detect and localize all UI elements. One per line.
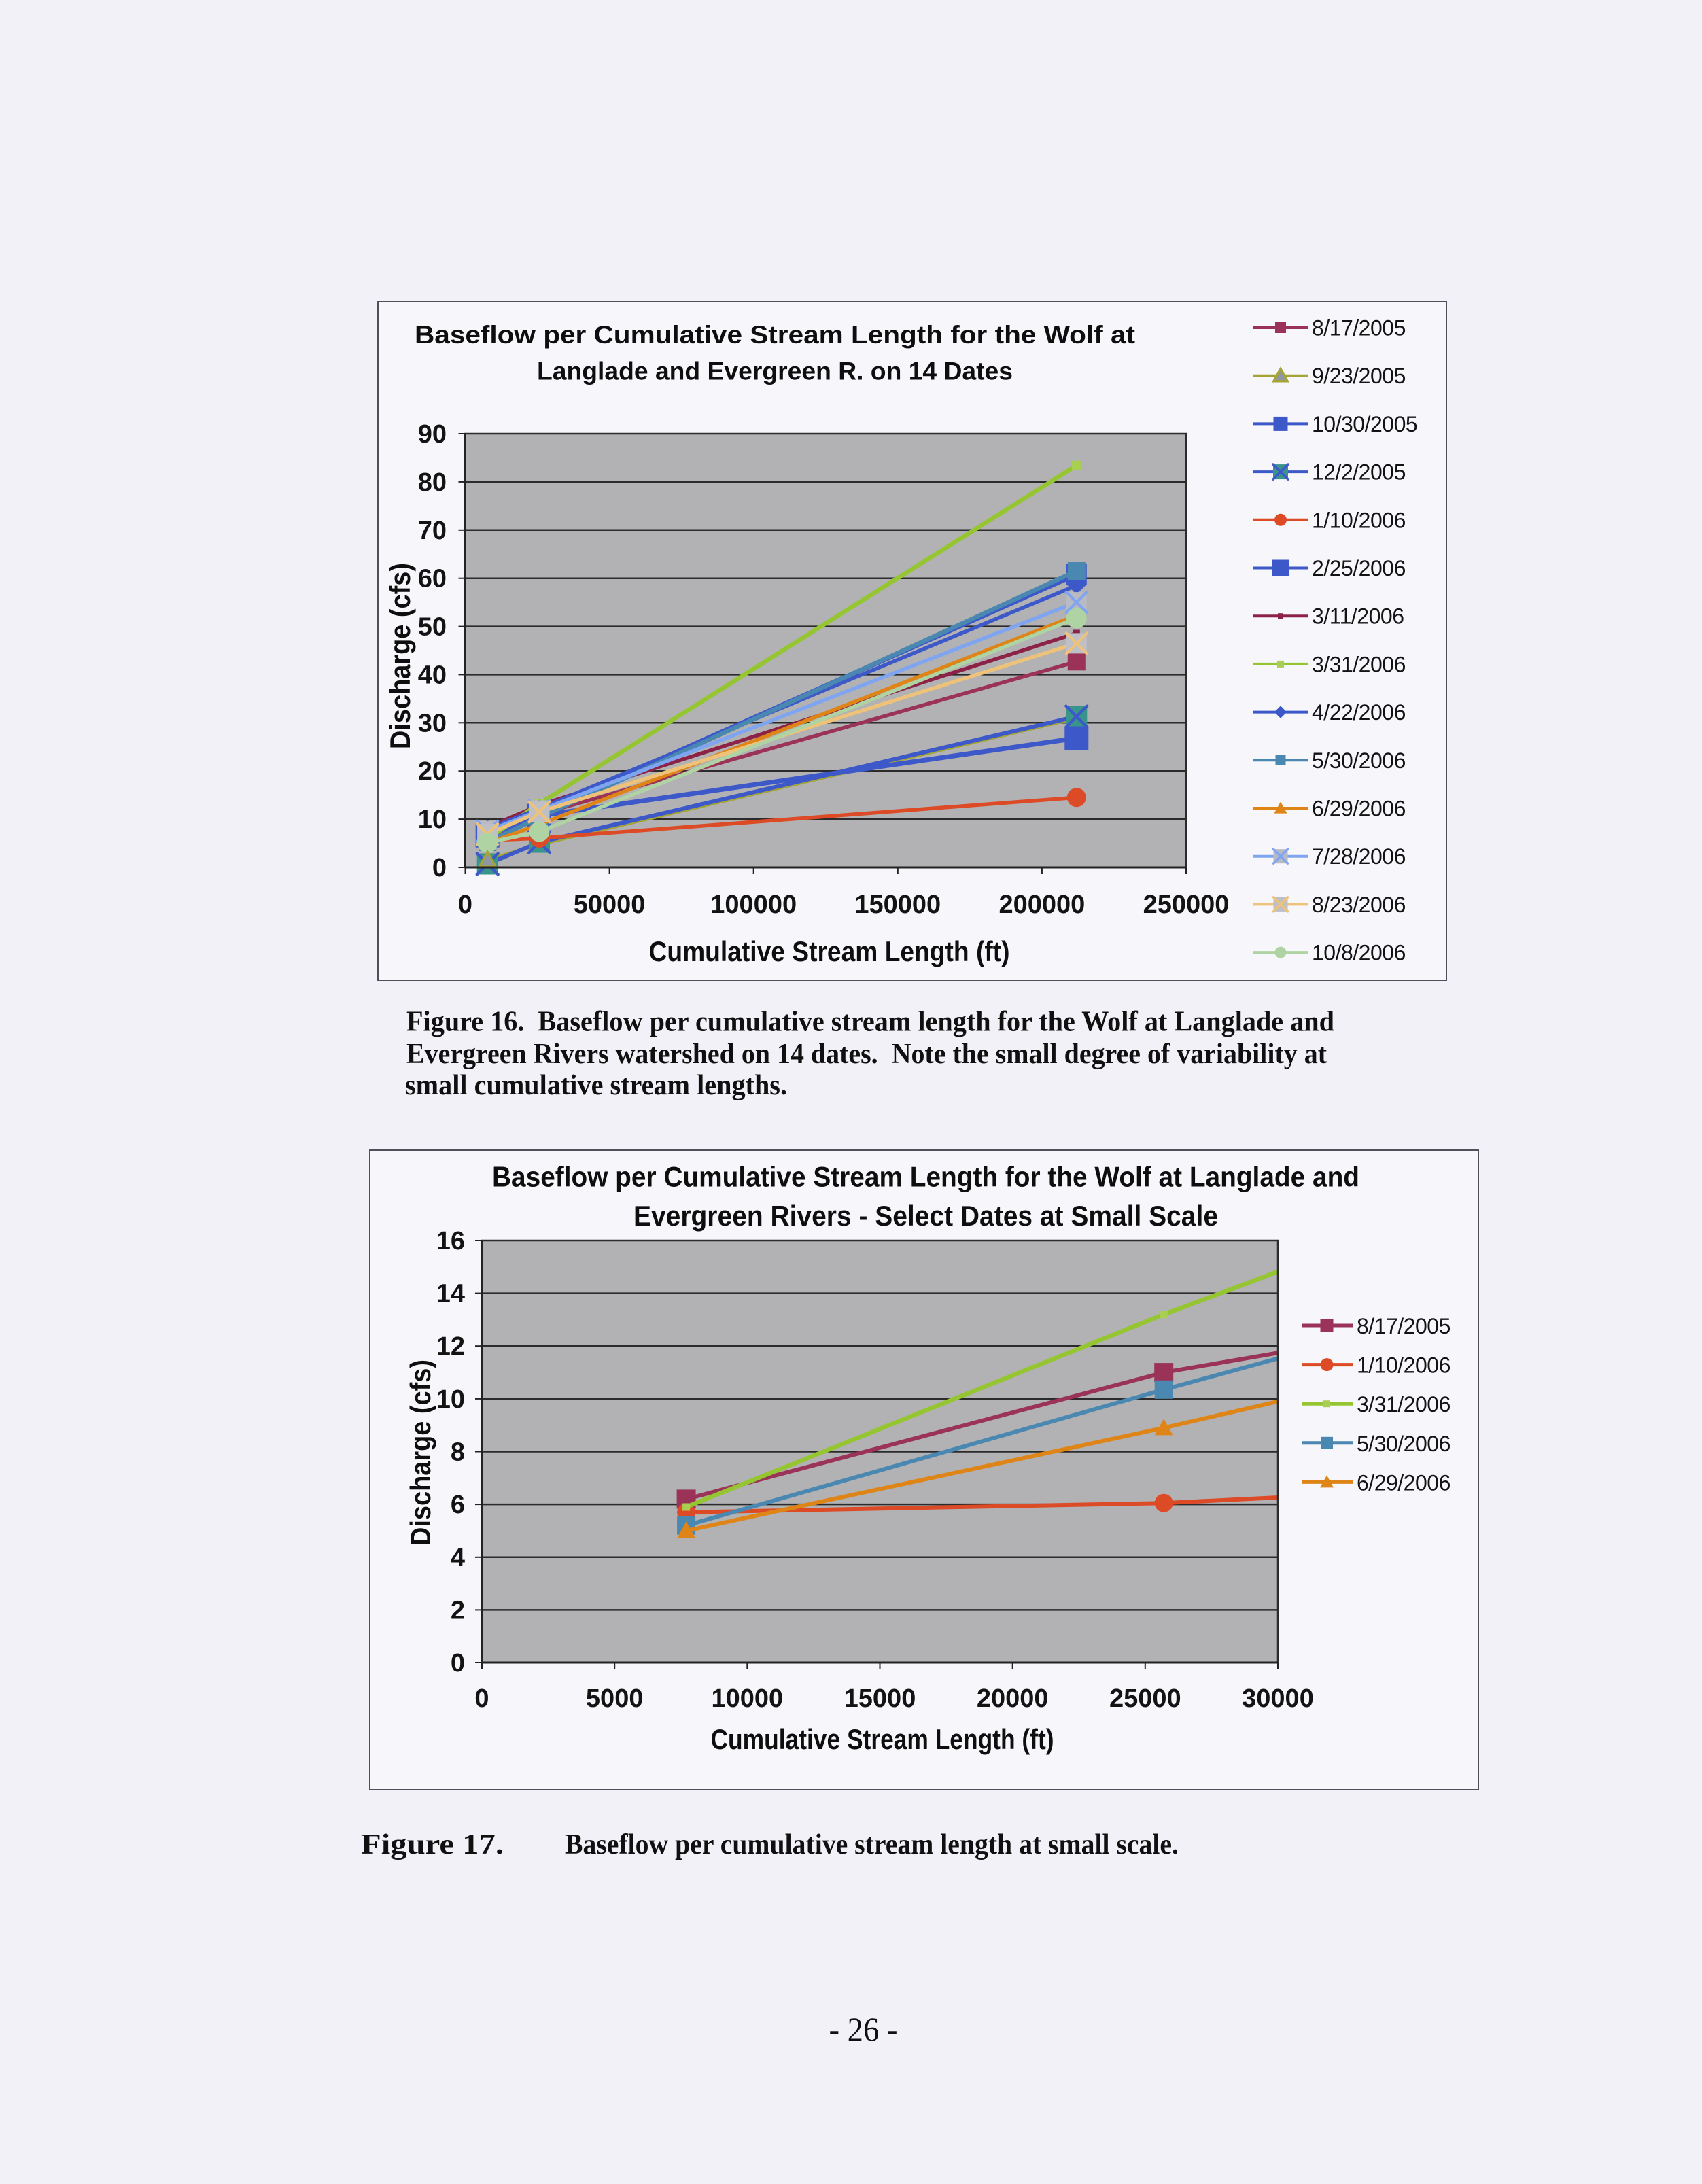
svg-text:4/22/2006: 4/22/2006 bbox=[1312, 700, 1406, 725]
svg-text:40: 40 bbox=[418, 661, 447, 689]
svg-text:14: 14 bbox=[436, 1280, 465, 1308]
svg-text:Discharge (cfs): Discharge (cfs) bbox=[384, 563, 416, 749]
svg-text:1/10/2006: 1/10/2006 bbox=[1357, 1353, 1451, 1378]
svg-text:100000: 100000 bbox=[710, 890, 797, 919]
svg-text:60: 60 bbox=[418, 565, 447, 593]
svg-text:5/30/2006: 5/30/2006 bbox=[1312, 748, 1406, 773]
svg-text:25000: 25000 bbox=[1109, 1684, 1181, 1713]
svg-text:10: 10 bbox=[418, 805, 447, 834]
svg-text:8/17/2005: 8/17/2005 bbox=[1312, 316, 1406, 341]
svg-text:30: 30 bbox=[418, 709, 447, 738]
svg-text:8: 8 bbox=[451, 1438, 465, 1467]
svg-text:20: 20 bbox=[418, 757, 447, 786]
svg-text:8/17/2005: 8/17/2005 bbox=[1357, 1314, 1451, 1338]
svg-text:90: 90 bbox=[418, 420, 447, 449]
svg-text:12/2/2005: 12/2/2005 bbox=[1312, 460, 1406, 485]
svg-text:0: 0 bbox=[458, 890, 472, 919]
svg-text:3/11/2006: 3/11/2006 bbox=[1312, 604, 1404, 629]
svg-text:1/10/2006: 1/10/2006 bbox=[1312, 508, 1406, 532]
svg-text:10: 10 bbox=[436, 1385, 465, 1414]
svg-text:10000: 10000 bbox=[711, 1684, 783, 1713]
svg-text:6: 6 bbox=[451, 1491, 465, 1519]
svg-text:50: 50 bbox=[418, 613, 447, 642]
svg-text:12: 12 bbox=[436, 1332, 465, 1361]
svg-text:20000: 20000 bbox=[977, 1684, 1049, 1713]
svg-text:8/23/2006: 8/23/2006 bbox=[1312, 892, 1406, 917]
svg-text:Figure 17.: Figure 17. bbox=[361, 1829, 504, 1860]
svg-text:2: 2 bbox=[451, 1596, 465, 1625]
svg-text:Cumulative Stream Length (ft): Cumulative Stream Length (ft) bbox=[711, 1723, 1054, 1755]
svg-text:7/28/2006: 7/28/2006 bbox=[1312, 844, 1406, 869]
svg-text:4: 4 bbox=[451, 1544, 465, 1572]
svg-text:80: 80 bbox=[418, 468, 447, 497]
svg-text:Figure 16. Baseflow per cumul: Figure 16. Baseflow per cumulative strea… bbox=[406, 1006, 1334, 1037]
svg-text:15000: 15000 bbox=[844, 1684, 916, 1713]
svg-text:150000: 150000 bbox=[854, 890, 941, 919]
svg-text:0: 0 bbox=[451, 1649, 465, 1678]
svg-text:70: 70 bbox=[418, 517, 447, 545]
svg-text:250000: 250000 bbox=[1143, 890, 1230, 919]
svg-text:0: 0 bbox=[474, 1684, 489, 1713]
svg-text:10/8/2006: 10/8/2006 bbox=[1312, 941, 1406, 965]
svg-text:3/31/2006: 3/31/2006 bbox=[1312, 652, 1406, 676]
svg-text:- 26 -: - 26 - bbox=[829, 2010, 898, 2048]
svg-text:small cumulative stream length: small cumulative stream lengths. bbox=[405, 1070, 787, 1101]
svg-text:Baseflow per Cumulative Stream: Baseflow per Cumulative Stream Length fo… bbox=[415, 321, 1135, 349]
svg-text:Discharge (cfs): Discharge (cfs) bbox=[404, 1359, 436, 1546]
svg-text:5/30/2006: 5/30/2006 bbox=[1357, 1432, 1451, 1456]
svg-text:6/29/2006: 6/29/2006 bbox=[1357, 1470, 1451, 1495]
svg-text:30000: 30000 bbox=[1242, 1684, 1314, 1713]
svg-text:10/30/2005: 10/30/2005 bbox=[1312, 412, 1417, 436]
svg-text:50000: 50000 bbox=[574, 890, 646, 919]
svg-text:3/31/2006: 3/31/2006 bbox=[1357, 1392, 1451, 1417]
svg-text:Evergreen Rivers - Select Date: Evergreen Rivers - Select Dates at Small… bbox=[633, 1200, 1218, 1232]
svg-text:16: 16 bbox=[436, 1227, 465, 1255]
svg-text:Langlade and Evergreen R. on 1: Langlade and Evergreen R. on 14 Dates bbox=[537, 358, 1013, 385]
svg-text:6/29/2006: 6/29/2006 bbox=[1312, 797, 1406, 821]
svg-text:0: 0 bbox=[432, 854, 447, 882]
svg-text:200000: 200000 bbox=[998, 890, 1085, 919]
svg-text:Baseflow per cumulative stream: Baseflow per cumulative stream length at… bbox=[565, 1829, 1179, 1860]
svg-text:2/25/2006: 2/25/2006 bbox=[1312, 556, 1406, 580]
svg-text:5000: 5000 bbox=[586, 1684, 644, 1713]
svg-text:Cumulative Stream Length (ft): Cumulative Stream Length (ft) bbox=[649, 935, 1010, 967]
svg-text:Evergreen Rivers watershed on: Evergreen Rivers watershed on 14 dates. … bbox=[406, 1039, 1327, 1070]
svg-text:9/23/2005: 9/23/2005 bbox=[1312, 364, 1406, 388]
svg-text:Baseflow per Cumulative Stream: Baseflow per Cumulative Stream Length fo… bbox=[492, 1160, 1359, 1192]
